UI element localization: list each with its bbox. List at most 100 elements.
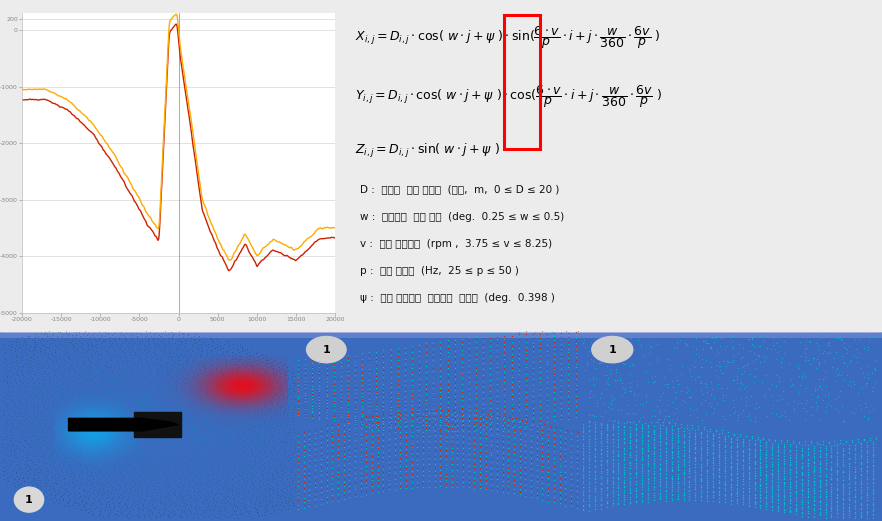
Point [777,495,791,503]
Point [419,403,433,411]
Point [158,342,172,351]
Point [305,404,319,413]
Point [363,400,377,408]
Point [284,446,298,454]
Point [308,448,322,456]
Point [81,405,95,413]
Point [676,441,691,450]
Point [192,396,206,405]
Point [753,468,767,477]
Point [61,499,75,507]
Point [201,501,215,509]
Point [238,350,252,358]
Point [112,438,126,446]
Point [87,475,101,483]
Point [512,377,526,386]
Point [197,483,211,492]
Point [554,404,568,413]
Point [160,365,174,374]
Point [159,398,173,406]
Point [213,498,228,506]
Point [455,414,469,422]
Point [171,407,185,415]
Point [635,469,649,478]
Point [842,444,856,452]
Point [467,431,482,439]
Point [676,488,691,497]
Point [298,384,312,392]
Point [241,487,255,495]
Point [729,475,744,483]
Point [827,395,841,403]
Point [858,403,872,412]
Point [145,408,159,417]
Point [689,344,703,353]
Point [600,466,614,474]
Point [825,458,839,466]
Point [712,478,726,487]
Point [33,442,47,450]
Point [109,413,123,421]
Point [145,476,159,485]
Point [298,401,312,410]
Point [260,387,274,395]
Point [729,489,744,498]
Point [138,494,153,503]
Point [220,474,235,482]
Point [186,482,200,490]
Point [99,415,113,423]
Point [363,365,377,373]
Point [9,353,23,362]
Point [851,438,865,446]
Point [249,413,263,421]
Point [73,405,87,413]
Point [866,488,880,496]
Point [161,333,176,342]
Point [63,338,77,346]
Point [209,376,223,384]
Point [211,346,225,354]
Point [128,350,142,358]
Point [181,491,195,500]
Point [582,460,596,468]
Point [31,374,45,382]
Point [365,482,379,490]
Point [147,416,161,425]
Point [174,340,188,348]
Point [624,477,638,485]
Point [47,400,61,408]
Point [220,457,234,466]
Point [114,468,128,476]
Point [183,333,198,341]
Point [62,481,76,490]
Point [718,480,732,489]
Point [128,379,142,388]
Point [286,479,300,487]
Point [558,475,572,483]
Point [791,386,805,394]
Point [173,399,187,407]
Point [576,482,590,491]
Point [428,440,442,448]
Point [104,392,118,401]
Point [146,443,161,451]
Point [426,416,440,424]
Point [455,388,469,396]
Point [340,385,355,393]
Point [58,398,72,406]
Point [694,437,708,445]
Point [35,352,49,360]
Point [333,397,348,405]
Point [79,444,93,452]
Point [298,397,312,405]
Point [93,373,107,381]
Point [700,491,714,499]
Point [617,476,632,485]
Point [866,511,880,519]
Point [267,446,281,455]
Point [629,447,643,455]
Point [242,442,256,450]
Point [398,410,412,418]
Point [456,475,470,483]
Point [11,395,26,404]
